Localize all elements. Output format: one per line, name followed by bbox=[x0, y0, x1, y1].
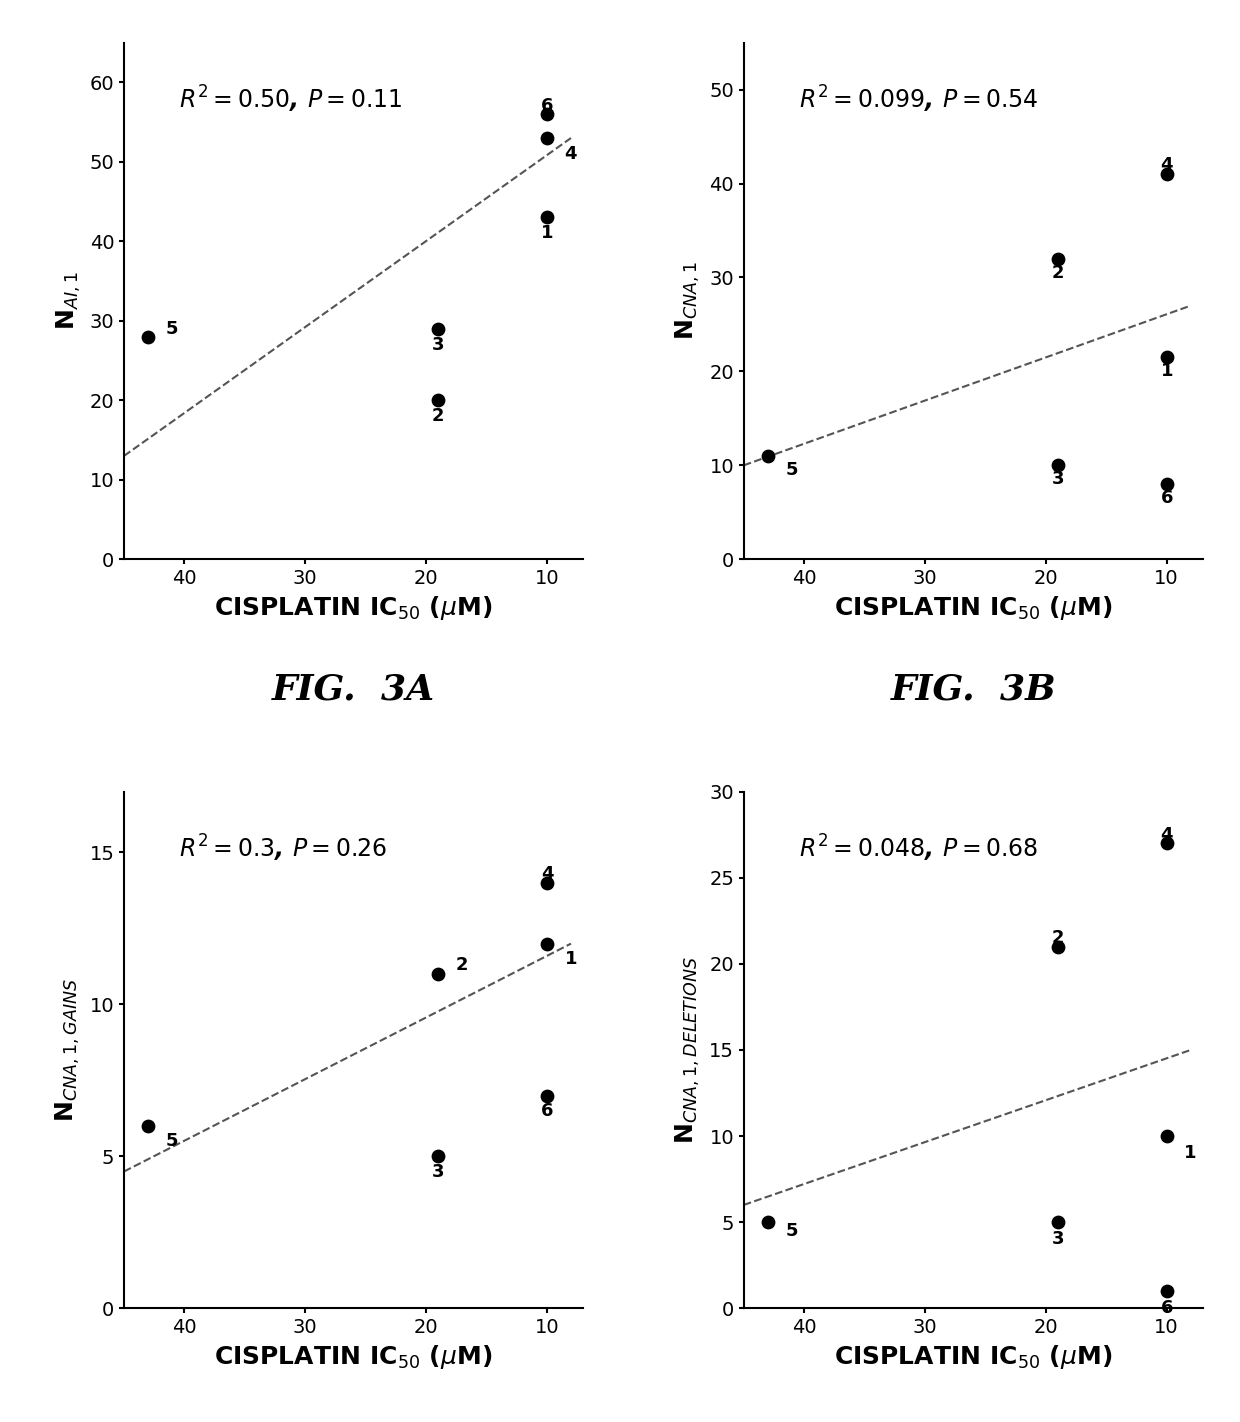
Text: $\mathit{R}^2$$=0.099$, $\mathit{P}$$=0.54$: $\mathit{R}^2$$=0.099$, $\mathit{P}$$=0.… bbox=[799, 84, 1038, 115]
Point bbox=[537, 102, 557, 125]
Text: 4: 4 bbox=[564, 145, 577, 164]
Y-axis label: N$_{AI, 1}$: N$_{AI, 1}$ bbox=[55, 272, 83, 330]
Text: 6: 6 bbox=[541, 1102, 553, 1119]
Text: 6: 6 bbox=[541, 97, 553, 115]
Text: 1: 1 bbox=[1161, 363, 1173, 380]
Point bbox=[537, 872, 557, 894]
Text: 2: 2 bbox=[1052, 929, 1064, 947]
Point bbox=[1157, 1280, 1177, 1303]
Text: 5: 5 bbox=[166, 1132, 179, 1150]
Text: 5: 5 bbox=[166, 320, 179, 338]
Point bbox=[428, 1145, 448, 1167]
Point bbox=[758, 1210, 777, 1233]
Point bbox=[1157, 1125, 1177, 1148]
Point bbox=[537, 206, 557, 229]
Point bbox=[537, 127, 557, 149]
Text: 4: 4 bbox=[541, 865, 553, 883]
Point bbox=[1048, 1210, 1068, 1233]
Text: 3: 3 bbox=[1052, 1230, 1064, 1249]
Point bbox=[428, 963, 448, 985]
Point bbox=[537, 933, 557, 956]
Text: 4: 4 bbox=[1161, 156, 1173, 173]
Text: FIG.  3A: FIG. 3A bbox=[272, 673, 435, 707]
Text: 3: 3 bbox=[432, 1163, 445, 1180]
Point bbox=[1157, 832, 1177, 855]
X-axis label: CISPLATIN IC$_{50}$ ($\mu$M): CISPLATIN IC$_{50}$ ($\mu$M) bbox=[835, 1342, 1112, 1371]
Text: $\mathit{R}^2$$=0.048$, $\mathit{P}$$=0.68$: $\mathit{R}^2$$=0.048$, $\mathit{P}$$=0.… bbox=[799, 833, 1038, 865]
Text: 6: 6 bbox=[1161, 489, 1173, 508]
Point bbox=[1048, 247, 1068, 270]
Y-axis label: N$_{CNA, 1, GAINS}$: N$_{CNA, 1, GAINS}$ bbox=[55, 978, 82, 1122]
Text: 5: 5 bbox=[786, 461, 799, 479]
Text: 5: 5 bbox=[786, 1221, 799, 1240]
Text: 2: 2 bbox=[1052, 263, 1064, 282]
Point bbox=[1157, 346, 1177, 368]
Point bbox=[1157, 162, 1177, 185]
Point bbox=[1048, 936, 1068, 958]
Point bbox=[1048, 454, 1068, 476]
Point bbox=[138, 1115, 157, 1138]
Text: 2: 2 bbox=[432, 407, 445, 425]
Text: 1: 1 bbox=[1184, 1145, 1197, 1162]
Text: FIG.  3B: FIG. 3B bbox=[890, 673, 1056, 707]
Text: $\mathit{R}^2$$=0.3$, $\mathit{P}$$=0.26$: $\mathit{R}^2$$=0.3$, $\mathit{P}$$=0.26… bbox=[179, 833, 387, 865]
Point bbox=[1157, 472, 1177, 495]
Text: 2: 2 bbox=[456, 956, 469, 974]
X-axis label: CISPLATIN IC$_{50}$ ($\mu$M): CISPLATIN IC$_{50}$ ($\mu$M) bbox=[835, 593, 1112, 621]
X-axis label: CISPLATIN IC$_{50}$ ($\mu$M): CISPLATIN IC$_{50}$ ($\mu$M) bbox=[215, 593, 492, 621]
Text: 4: 4 bbox=[1161, 826, 1173, 843]
Point bbox=[537, 1084, 557, 1106]
Point bbox=[428, 388, 448, 411]
Y-axis label: N$_{CNA, 1, DELETIONS}$: N$_{CNA, 1, DELETIONS}$ bbox=[675, 956, 702, 1145]
Point bbox=[138, 326, 157, 348]
Point bbox=[758, 445, 777, 468]
Text: 6: 6 bbox=[1161, 1300, 1173, 1317]
Point bbox=[428, 317, 448, 340]
Text: 1: 1 bbox=[541, 225, 553, 242]
Text: $\mathit{R}^2$$=0.50$, $\mathit{P}$$=0.11$: $\mathit{R}^2$$=0.50$, $\mathit{P}$$=0.1… bbox=[179, 84, 403, 115]
X-axis label: CISPLATIN IC$_{50}$ ($\mu$M): CISPLATIN IC$_{50}$ ($\mu$M) bbox=[215, 1342, 492, 1371]
Text: 3: 3 bbox=[432, 336, 445, 354]
Text: 3: 3 bbox=[1052, 471, 1064, 488]
Text: 1: 1 bbox=[564, 950, 577, 968]
Y-axis label: N$_{CNA, 1}$: N$_{CNA, 1}$ bbox=[675, 262, 702, 340]
